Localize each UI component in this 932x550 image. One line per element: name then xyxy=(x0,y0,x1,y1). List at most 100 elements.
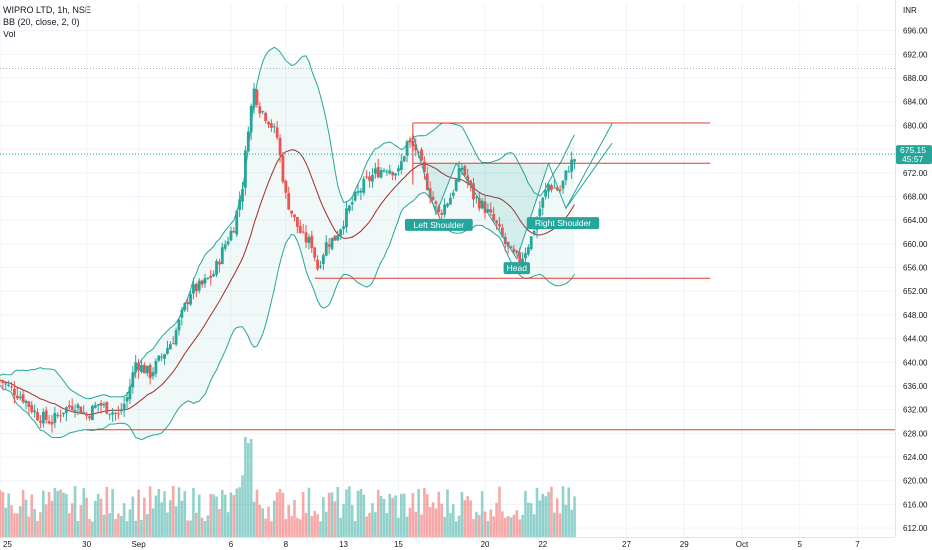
candle-body xyxy=(313,247,317,258)
y-tick-label: 656.00 xyxy=(903,264,928,273)
candle-body xyxy=(134,362,138,373)
volume-bars xyxy=(0,436,576,537)
volume-bar xyxy=(420,514,423,537)
volume-bar xyxy=(47,492,51,537)
candle-body xyxy=(564,170,568,181)
y-tick-label: 664.00 xyxy=(903,216,928,225)
volume-bar xyxy=(431,502,435,537)
candle-body xyxy=(379,170,383,178)
candle-body xyxy=(295,216,299,227)
volume-bar xyxy=(128,509,132,537)
candle-body xyxy=(561,180,565,189)
pattern-label-box xyxy=(503,262,530,275)
y-tick-label: 668.00 xyxy=(903,192,928,201)
candle-body xyxy=(275,127,279,138)
y-tick-label: 624.00 xyxy=(903,453,928,462)
volume-bar xyxy=(56,491,60,537)
volume-bar xyxy=(76,521,80,537)
volume-bar xyxy=(469,500,472,537)
candle-body xyxy=(272,126,276,128)
volume-bar xyxy=(512,514,516,537)
volume-bar xyxy=(475,511,478,537)
volume-bar xyxy=(327,492,331,537)
legend-volume[interactable]: Vol xyxy=(3,29,16,39)
candle-body xyxy=(88,416,91,419)
candle-body xyxy=(62,412,65,415)
y-tick-label: 692.00 xyxy=(903,50,928,59)
volume-bar xyxy=(16,513,19,537)
volume-bar xyxy=(209,493,213,537)
volume-bar xyxy=(457,515,461,537)
candle-body xyxy=(541,197,545,208)
candle-body xyxy=(359,190,363,193)
candle-body xyxy=(301,231,305,233)
volume-bar xyxy=(547,491,550,537)
volume-bar xyxy=(62,492,65,537)
candle-body xyxy=(15,395,19,399)
candle-body xyxy=(252,88,256,108)
legend-bollinger-bands[interactable]: BB (20, close, 2, 0) xyxy=(3,17,80,27)
volume-bar xyxy=(521,514,524,537)
volume-bar xyxy=(10,505,13,537)
volume-bar xyxy=(70,503,74,537)
candle-body xyxy=(547,184,550,192)
volume-bar xyxy=(183,491,187,537)
candle-body xyxy=(492,214,496,221)
volume-bar xyxy=(160,502,163,537)
candle-body xyxy=(76,404,80,409)
volume-bar xyxy=(180,500,184,537)
candle-body xyxy=(65,407,68,413)
y-tick-label: 652.00 xyxy=(903,287,928,296)
candle-body xyxy=(538,208,542,217)
candle-body xyxy=(183,303,187,311)
volume-bar xyxy=(244,436,247,537)
bb-basis-line xyxy=(0,149,575,416)
candle-body xyxy=(469,180,472,186)
volume-bar xyxy=(400,493,403,537)
candle-body xyxy=(258,106,262,114)
candle-body xyxy=(489,209,493,213)
candle-body xyxy=(373,168,377,174)
candle-body xyxy=(137,362,140,371)
legend-symbol[interactable]: WIPRO LTD, 1h, NSE xyxy=(3,5,91,15)
volume-bar xyxy=(411,493,415,537)
volume-bar xyxy=(480,491,484,537)
candle-body xyxy=(7,384,11,386)
candle-body xyxy=(382,170,386,172)
candle-body xyxy=(498,223,501,227)
volume-bar xyxy=(157,488,161,537)
volume-bar xyxy=(1,491,5,537)
volume-bar xyxy=(541,494,545,537)
pattern-label-box xyxy=(404,218,473,231)
volume-bar xyxy=(298,519,302,537)
candle-body xyxy=(189,294,192,305)
candle-body xyxy=(142,364,146,374)
candle-body xyxy=(154,360,158,374)
candle-body xyxy=(570,159,574,172)
volume-bar xyxy=(264,518,267,537)
volume-bar xyxy=(348,486,351,537)
volume-bar xyxy=(446,489,449,537)
volume-bar xyxy=(379,495,383,537)
volume-bar xyxy=(391,497,394,537)
candle-body xyxy=(425,173,429,190)
candle-body xyxy=(180,309,184,318)
volume-bar xyxy=(376,489,380,537)
candle-body xyxy=(304,232,308,243)
candle-body xyxy=(423,161,426,173)
candle-body xyxy=(267,121,270,125)
volume-bar xyxy=(134,520,137,537)
volume-bar xyxy=(65,493,68,537)
volume-bar xyxy=(498,486,501,537)
x-tick-label: 27 xyxy=(622,540,631,549)
candle-body xyxy=(114,412,117,414)
candle-body xyxy=(116,413,120,415)
volume-bar xyxy=(296,517,299,537)
volume-bar xyxy=(186,520,189,537)
volume-bar xyxy=(261,508,265,537)
volume-bar xyxy=(313,510,316,537)
candle-body xyxy=(474,197,478,199)
volume-bar xyxy=(402,493,406,537)
candle-body xyxy=(319,266,322,268)
